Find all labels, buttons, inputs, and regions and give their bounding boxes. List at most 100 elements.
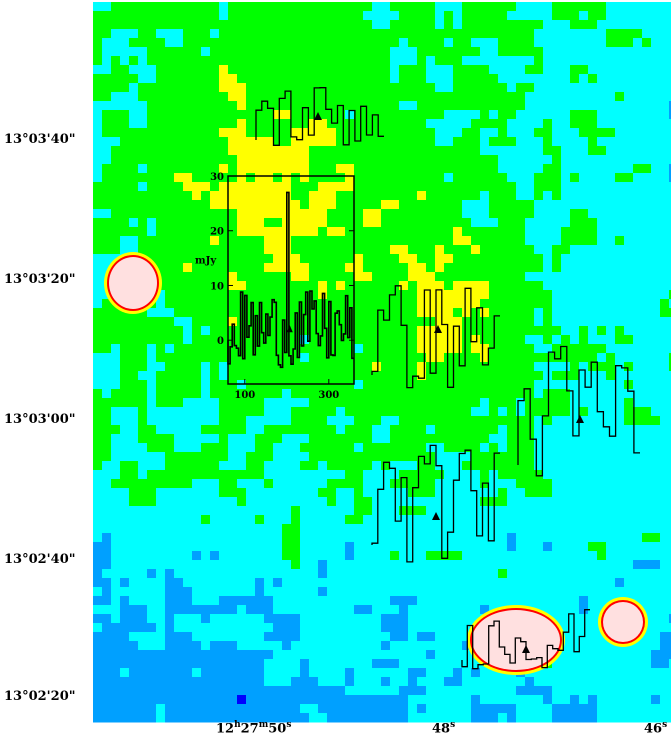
heatmap-cell [399,398,409,408]
heatmap-cell [408,623,418,633]
heatmap-cell [390,524,400,534]
heatmap-cell [408,479,418,489]
heatmap-cell [129,569,139,579]
heatmap-cell [390,542,400,552]
heatmap-cell [129,371,139,381]
heatmap-cell [255,515,265,525]
heatmap-cell [363,623,373,633]
heatmap-cell [138,407,148,417]
heatmap-cell [606,326,616,336]
heatmap-cell [372,380,382,390]
heatmap-cell [417,578,427,588]
heatmap-cell [561,416,571,426]
heatmap-cell [372,308,382,318]
heatmap-cell [606,515,616,525]
heatmap-cell [210,686,220,696]
heatmap-cell [264,299,274,309]
heatmap-cell [273,344,283,354]
heatmap-cell [426,542,436,552]
heatmap-cell [399,443,409,453]
heatmap-cell [93,677,103,687]
heatmap-cell [183,11,193,21]
heatmap-cell [291,407,301,417]
heatmap-cell [147,578,157,588]
heatmap-cell [363,344,373,354]
heatmap-cell [408,65,418,75]
heatmap-cell [273,173,283,183]
heatmap-cell [543,236,553,246]
heatmap-cell [363,641,373,651]
heatmap-cell [291,200,301,210]
heatmap-cell [219,200,229,210]
heatmap-cell [669,605,671,615]
heatmap-cell [336,488,346,498]
heatmap-cell [246,146,256,156]
heatmap-cell [111,650,121,660]
heatmap-cell [534,398,544,408]
heatmap-cell [120,515,130,525]
heatmap-cell [498,74,508,84]
heatmap-cell [534,263,544,273]
heatmap-cell [183,488,193,498]
heatmap-cell [345,434,355,444]
heatmap-cell [516,497,526,507]
heatmap-cell [426,2,436,12]
heatmap-cell [462,101,472,111]
heatmap-cell [372,632,382,642]
heatmap-cell [201,38,211,48]
heatmap-cell [174,92,184,102]
heatmap-cell [507,506,517,516]
heatmap-cell [237,569,247,579]
heatmap-cell [606,56,616,66]
heatmap-cell [660,173,670,183]
heatmap-cell [210,326,220,336]
heatmap-cell [390,551,400,561]
heatmap-cell [255,623,265,633]
heatmap-cell [552,164,562,174]
heatmap-cell [192,74,202,84]
heatmap-cell [480,596,490,606]
heatmap-cell [570,425,580,435]
heatmap-cell [570,308,580,318]
heatmap-cell [624,677,634,687]
heatmap-cell [138,452,148,462]
heatmap-cell [579,551,589,561]
heatmap-cell [363,110,373,120]
heatmap-cell [561,20,571,30]
heatmap-cell [183,2,193,12]
heatmap-cell [480,686,490,696]
heatmap-cell [318,119,328,129]
heatmap-cell [183,164,193,174]
heatmap-cell [219,119,229,129]
heatmap-cell [345,200,355,210]
heatmap-cell [516,434,526,444]
heatmap-cell [183,686,193,696]
heatmap-cell [471,119,481,129]
heatmap-cell [570,443,580,453]
heatmap-cell [246,407,256,417]
heatmap-cell [273,596,283,606]
heatmap-cell [615,515,625,525]
heatmap-cell [660,587,670,597]
heatmap-cell [183,668,193,678]
heatmap-cell [417,281,427,291]
heatmap-cell [426,587,436,597]
heatmap-cell [480,425,490,435]
heatmap-cell [120,398,130,408]
heatmap-cell [642,146,652,156]
heatmap-cell [507,20,517,30]
heatmap-cell [165,452,175,462]
heatmap-cell [453,344,463,354]
heatmap-cell [264,236,274,246]
heatmap-cell [669,209,671,219]
heatmap-cell [651,182,661,192]
heatmap-cell [642,272,652,282]
heatmap-cell [363,506,373,516]
heatmap-cell [579,245,589,255]
heatmap-cell [156,569,166,579]
heatmap-cell [165,443,175,453]
heatmap-cell [453,128,463,138]
heatmap-cell [327,236,337,246]
heatmap-cell [165,47,175,57]
heatmap-cell [624,47,634,57]
